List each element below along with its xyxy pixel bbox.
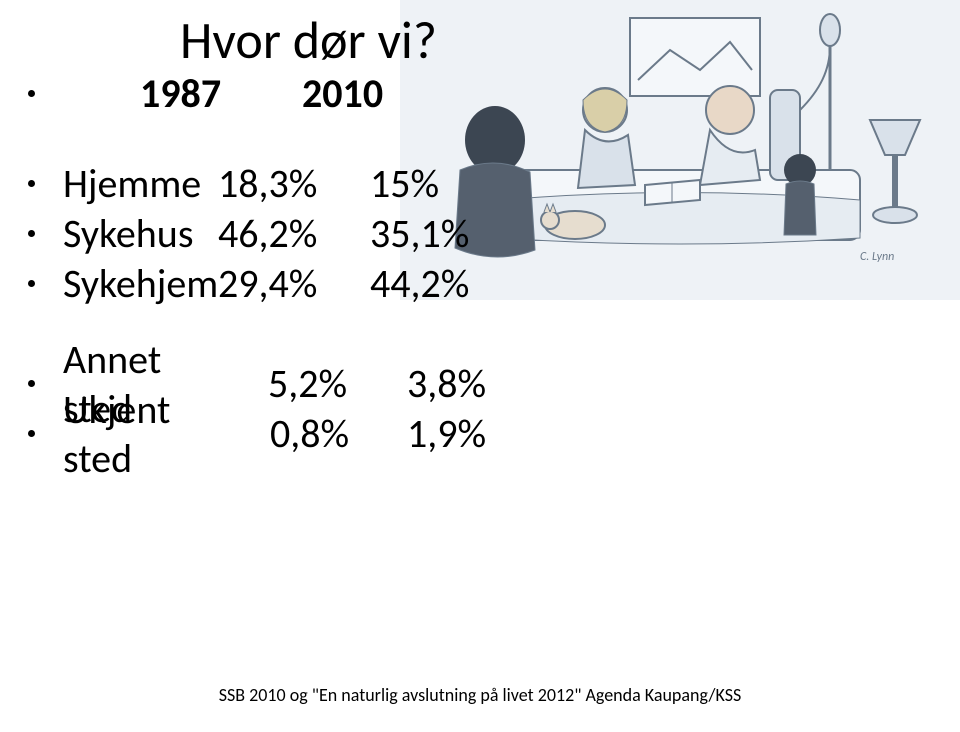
row-val-1987: 29,4% bbox=[218, 259, 317, 308]
bedside-family-illustration: C. Lynn bbox=[400, 0, 960, 300]
row-label: Sykehus bbox=[63, 209, 193, 258]
row-val-1987: 18,3% bbox=[218, 159, 317, 208]
source-footnote: SSB 2010 og "En naturlig avslutning på l… bbox=[0, 684, 960, 706]
row-hjemme: Hjemme 18,3% 15% bbox=[0, 180, 63, 187]
bullet-icon bbox=[28, 380, 35, 387]
bullet-icon bbox=[28, 180, 35, 187]
col-header-2010: 2010 bbox=[302, 69, 383, 118]
row-label: Ukjent sted bbox=[63, 385, 170, 483]
bullet-icon bbox=[28, 230, 35, 237]
slide-title: Hvor dør vi? bbox=[180, 8, 437, 72]
bullet-icon bbox=[28, 280, 35, 287]
bullet-icon bbox=[28, 430, 35, 437]
col-header-1987: 1987 bbox=[140, 69, 221, 118]
svg-text:C. Lynn: C. Lynn bbox=[860, 250, 894, 264]
row-val-1987: 46,2% bbox=[218, 209, 317, 258]
row-val-2010: 1,9% bbox=[407, 409, 486, 458]
row-val-2010: 15% bbox=[370, 159, 439, 208]
row-annet: Annet sted 5,2% 3,8% bbox=[0, 380, 63, 387]
row-sykehjem: Sykehjem 29,4% 44,2% bbox=[0, 280, 63, 287]
row-label: Hjemme bbox=[63, 159, 201, 208]
row-val-1987: 0,8% bbox=[270, 409, 349, 458]
row-val-2010: 44,2% bbox=[370, 259, 469, 308]
row-val-1987: 5,2% bbox=[268, 359, 347, 408]
row-label: Sykehjem bbox=[63, 259, 218, 308]
row-ukjent: Ukjent sted 0,8% 1,9% bbox=[0, 430, 63, 437]
year-header-row: 1987 2010 bbox=[0, 90, 63, 97]
row-val-2010: 3,8% bbox=[407, 359, 486, 408]
row-val-2010: 35,1% bbox=[370, 209, 469, 258]
bullet-icon bbox=[28, 90, 35, 97]
row-sykehus: Sykehus 46,2% 35,1% bbox=[0, 230, 63, 237]
slide: C. Lynn Hvor dør vi? 1987 2010 Hjemme 18… bbox=[0, 0, 960, 732]
